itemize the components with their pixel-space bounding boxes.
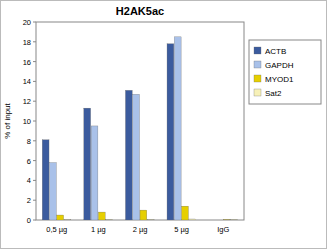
y-tick [33, 41, 36, 42]
y-tick [33, 160, 36, 161]
y-tick [33, 61, 36, 62]
x-tick-label: 1 µg [91, 225, 106, 234]
bar [167, 44, 174, 220]
legend-swatch [254, 75, 261, 82]
bar [133, 94, 140, 220]
x-tick-label: 0,5 µg [46, 225, 67, 234]
background [1, 1, 327, 249]
y-tick [33, 22, 36, 23]
bar [174, 37, 181, 220]
y-tick-label: 16 [23, 58, 31, 67]
bar [216, 220, 223, 221]
bar [140, 210, 147, 220]
y-tick-label: 4 [27, 176, 31, 185]
y-tick [33, 121, 36, 122]
legend-label: Sat2 [265, 89, 282, 98]
bar [57, 215, 64, 220]
legend-swatch [254, 89, 261, 96]
y-tick-label: 12 [23, 97, 31, 106]
bar [125, 90, 132, 220]
y-tick-label: 20 [23, 18, 31, 27]
legend: ACTB GAPDH MYOD1 Sat2 [249, 40, 321, 104]
y-axis-label: % of input [3, 102, 12, 138]
x-tick-label: IgG [217, 225, 229, 234]
bar [91, 126, 98, 220]
plot-area [36, 22, 244, 220]
bars [42, 37, 237, 220]
y-tick-label: 2 [27, 196, 31, 205]
legend-swatch [254, 61, 261, 68]
y-tick-label: 18 [23, 38, 31, 47]
legend-label: GAPDH [265, 61, 294, 70]
y-tick-label: 6 [27, 157, 31, 166]
y-tick-label: 8 [27, 137, 31, 146]
legend-label: MYOD1 [265, 75, 294, 84]
bar [84, 108, 91, 220]
chart: H2AK5ac % of input 0 2 4 6 8 10 12 14 16 18 20 0,5 µg… [0, 0, 327, 249]
bar [223, 219, 230, 220]
bar [106, 219, 113, 220]
y-tick [33, 180, 36, 181]
bar [64, 219, 71, 220]
y-tick-label: 10 [23, 117, 31, 126]
bar [182, 206, 189, 220]
y-tick [33, 81, 36, 82]
x-tick-label: 2 µg [133, 225, 148, 234]
y-tick-label: 0 [27, 216, 31, 225]
bar [50, 163, 57, 220]
y-tick [33, 140, 36, 141]
legend-label: ACTB [265, 47, 286, 56]
bar [230, 219, 237, 220]
bar [98, 212, 105, 220]
bar [189, 219, 196, 220]
y-tick-label: 14 [23, 77, 31, 86]
bar [209, 220, 216, 221]
legend-box [249, 40, 321, 104]
title: H2AK5ac [116, 5, 164, 17]
y-tick [33, 200, 36, 201]
y-tick [33, 101, 36, 102]
legend-swatch [254, 47, 261, 54]
bar [147, 219, 154, 220]
x-tick-label: 5 µg [174, 225, 189, 234]
y-tick [33, 220, 36, 221]
bar [42, 140, 49, 220]
